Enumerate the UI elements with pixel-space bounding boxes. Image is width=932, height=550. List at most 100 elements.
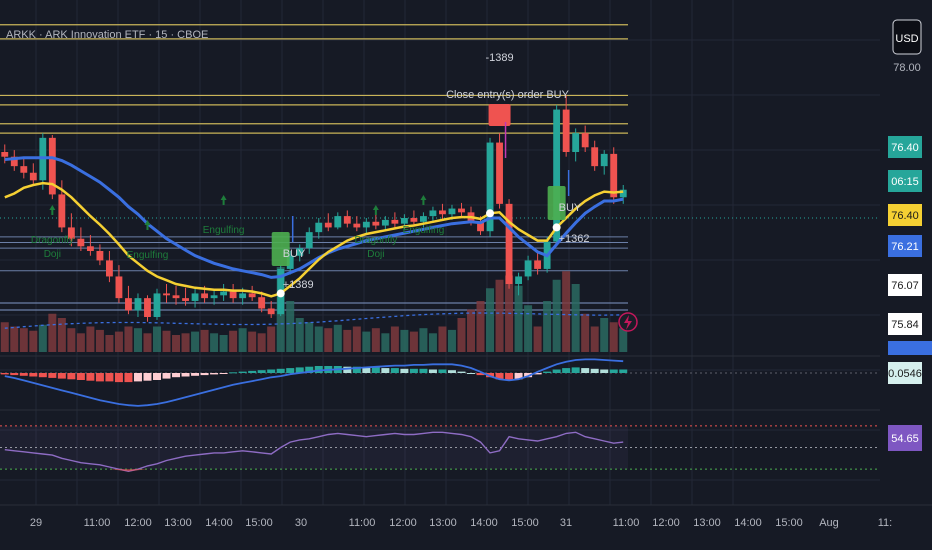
volume-bar	[95, 329, 104, 352]
candle-body	[258, 297, 266, 309]
macd-histogram-bar	[600, 369, 609, 373]
volume-bar	[447, 329, 456, 352]
volume-bar	[476, 301, 485, 352]
macd-histogram-bar	[114, 373, 123, 383]
volume-bar	[48, 313, 57, 352]
macd-histogram-bar	[390, 368, 399, 373]
candle-body	[600, 153, 608, 167]
candle-body	[20, 166, 28, 173]
macd-histogram-bar	[153, 373, 161, 380]
volume-bar	[428, 333, 437, 352]
volume-average-line	[4, 312, 624, 329]
volume-bar	[29, 330, 38, 352]
close-label: Close entry(s) order BUY	[446, 89, 570, 101]
candle-body	[334, 216, 342, 228]
macd-histogram-bar	[219, 373, 228, 374]
candle-body	[153, 293, 161, 317]
volume-bar	[57, 318, 66, 352]
volume-bar	[524, 305, 533, 352]
candle-body	[553, 109, 561, 242]
pattern-label: Dragonfly	[354, 235, 397, 246]
candle-body	[562, 109, 570, 152]
candle-body	[581, 133, 589, 148]
time-tick-label: 14:00	[205, 517, 233, 529]
volume-bar	[0, 322, 9, 352]
candle-body	[220, 291, 228, 296]
candle-body	[86, 246, 94, 251]
crossover-dot	[486, 209, 495, 218]
price-badge-label: 76.40	[891, 210, 919, 222]
candle-body	[439, 210, 446, 215]
macd-histogram-bar	[505, 373, 514, 380]
candle-body	[400, 218, 408, 224]
price-badge-label: 06:15	[891, 176, 919, 188]
macd-histogram-bar	[581, 368, 590, 373]
price-badge-label: 75.84	[891, 319, 919, 331]
candle-body	[96, 251, 104, 261]
volume-bar	[76, 333, 85, 352]
macd-histogram-bar	[467, 373, 475, 374]
candle-body	[419, 216, 427, 222]
macd-histogram-bar	[29, 373, 38, 377]
candle-body	[286, 255, 294, 269]
volume-bar	[419, 328, 428, 352]
time-tick-label: 13:00	[693, 517, 721, 529]
macd-histogram-bar	[400, 368, 409, 373]
volume-bar	[10, 326, 19, 352]
candle-body	[239, 293, 247, 299]
macd-histogram-bar	[57, 373, 66, 379]
time-tick-label: 15:00	[245, 517, 273, 529]
candle-body	[429, 210, 437, 217]
macd-histogram-bar	[314, 366, 323, 373]
price-tick-label: 78.00	[893, 62, 921, 74]
candle-body	[381, 219, 389, 226]
macd-histogram-bar	[571, 367, 580, 373]
alert-icon[interactable]	[618, 312, 638, 332]
macd-histogram-bar	[343, 366, 352, 373]
volume-bar	[38, 324, 47, 352]
macd-histogram-bar	[248, 370, 257, 373]
volume-bar	[153, 326, 161, 352]
candle-body	[248, 293, 256, 298]
volume-bar	[67, 328, 76, 352]
volume-bar	[514, 285, 523, 352]
volume-badge	[888, 341, 932, 355]
time-axis: 29 11:00 12:00 13:00 14:00 15:00 30 11:00 12:00 1…	[0, 504, 932, 529]
pattern-label: Engulfing	[403, 225, 445, 236]
time-tick-label: 12:00	[124, 517, 152, 529]
time-tick-label: 15:00	[511, 517, 539, 529]
volume-bar	[19, 328, 28, 352]
rsi-line	[4, 431, 624, 473]
crossover-dot	[552, 223, 561, 232]
candle-body	[48, 137, 56, 195]
macd-histogram-bar	[172, 373, 181, 378]
candle-body	[172, 295, 180, 299]
macd-histogram-bar	[276, 368, 285, 373]
macd-histogram-bar	[124, 373, 133, 383]
volume-bar	[467, 309, 475, 352]
candle-body	[58, 194, 66, 228]
pattern-arrow	[144, 220, 151, 230]
ema-slow-line	[4, 156, 624, 279]
currency-button[interactable]: USD	[892, 19, 922, 55]
macd-pane	[0, 355, 880, 411]
macd-histogram-bar	[210, 373, 219, 375]
macd-histogram-bar	[514, 373, 523, 380]
moving-averages	[4, 156, 624, 298]
volume-bar	[486, 288, 495, 352]
candle-body	[67, 227, 75, 239]
candle-body	[515, 276, 523, 284]
ema-fast-line	[4, 181, 624, 298]
macd-histogram-bar	[38, 373, 47, 378]
time-tick-label: 11:00	[349, 517, 376, 529]
pattern-arrow	[420, 195, 427, 205]
macd-histogram-bar	[495, 373, 504, 380]
candle-body	[29, 172, 37, 181]
volume-bar	[333, 324, 342, 352]
candle-body	[305, 232, 313, 249]
candle-body	[458, 208, 465, 213]
volume-bar	[590, 326, 599, 352]
volume-bar	[390, 326, 399, 352]
candle-body	[591, 147, 599, 167]
time-tick-label: 11:	[878, 517, 892, 529]
